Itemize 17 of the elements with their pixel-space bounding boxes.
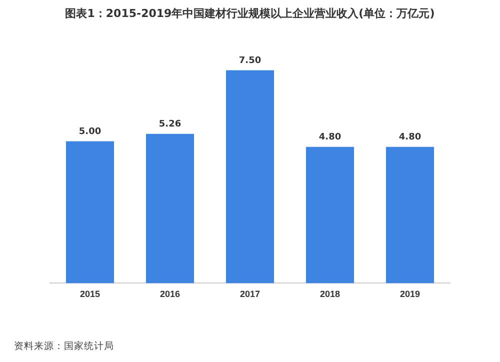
data-label: 5.26 bbox=[158, 120, 182, 130]
data-label: 4.80 bbox=[398, 132, 422, 143]
bar bbox=[306, 146, 354, 284]
data-label: 7.50 bbox=[238, 56, 262, 66]
bar bbox=[66, 141, 114, 284]
x-tick-label: 2017 bbox=[240, 289, 260, 300]
bar bbox=[226, 70, 274, 284]
chart-title: 图表1：2015-2019年中国建材行业规模以上企业营业收入(单位：万亿元) bbox=[64, 6, 436, 21]
bar bbox=[146, 134, 194, 284]
text: 资料来源：国家统计局 bbox=[14, 340, 114, 353]
data-label: 5.00 bbox=[78, 127, 102, 138]
bar bbox=[386, 146, 434, 284]
x-tick-label: 2018 bbox=[320, 289, 340, 300]
x-tick-label: 2016 bbox=[160, 289, 180, 300]
x-tick-label: 2019 bbox=[400, 289, 420, 300]
data-label: 4.80 bbox=[318, 132, 342, 143]
x-tick-label: 2015 bbox=[80, 289, 100, 300]
